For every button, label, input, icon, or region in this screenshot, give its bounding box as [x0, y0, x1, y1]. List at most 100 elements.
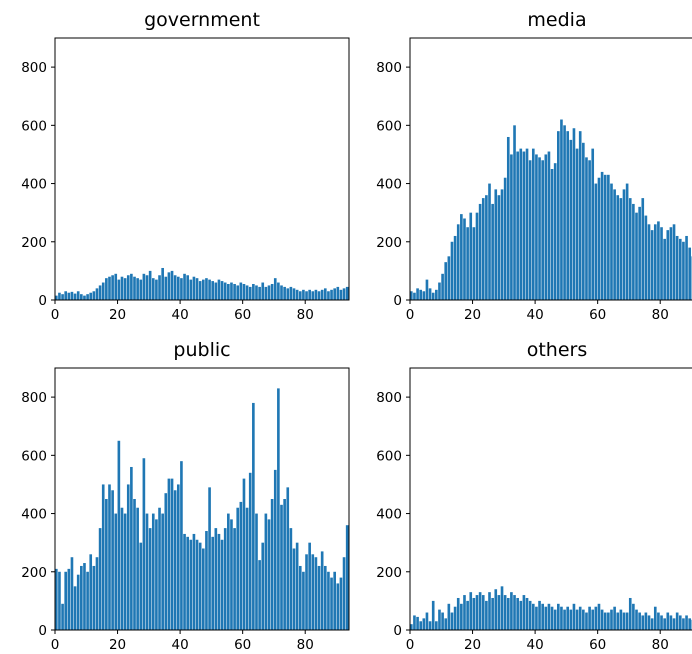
bar: [688, 618, 691, 630]
bar: [678, 238, 682, 300]
bar: [245, 507, 249, 630]
bar: [255, 285, 258, 300]
bar: [180, 461, 183, 630]
bar: [641, 198, 645, 300]
bar: [164, 276, 168, 300]
bar: [481, 198, 485, 300]
bar: [170, 270, 174, 300]
bar: [176, 484, 180, 630]
x-tick-label: 0: [51, 637, 60, 653]
bar: [531, 148, 535, 300]
bar: [525, 597, 529, 630]
bar: [289, 528, 293, 630]
bar: [114, 513, 118, 630]
bar: [267, 285, 271, 300]
bar: [666, 612, 670, 630]
bar: [211, 536, 215, 630]
bar: [682, 241, 685, 300]
bar: [317, 565, 321, 630]
bar: [547, 603, 551, 630]
bar: [217, 279, 221, 300]
bar: [435, 289, 438, 300]
axes-frame: [409, 367, 692, 631]
bar: [485, 600, 488, 630]
bar: [126, 484, 130, 630]
bar: [73, 586, 77, 630]
bar: [323, 288, 327, 300]
bar: [67, 568, 71, 630]
x-tick-label: 40: [172, 307, 189, 323]
bar: [503, 177, 507, 300]
bar: [616, 195, 620, 300]
bar: [336, 286, 340, 300]
bar: [460, 603, 463, 630]
bar: [582, 142, 585, 300]
bar: [585, 157, 588, 300]
x-tick-label: 60: [589, 637, 606, 653]
bar: [92, 291, 96, 300]
bar: [444, 262, 448, 300]
y-tick-label: 600: [21, 118, 47, 134]
bar: [541, 603, 544, 630]
bar: [86, 571, 89, 630]
bar: [569, 609, 573, 630]
bar: [120, 276, 124, 300]
bar: [220, 281, 224, 300]
bar: [463, 595, 466, 630]
bar: [472, 597, 476, 630]
bar: [320, 289, 324, 300]
bar: [575, 609, 579, 630]
bar: [239, 501, 243, 630]
bars-group: [410, 119, 692, 300]
x-tick-label: 0: [51, 307, 60, 323]
bar: [302, 289, 305, 300]
bar: [233, 283, 236, 300]
bar: [292, 548, 296, 630]
bar: [638, 612, 641, 630]
bar: [591, 609, 595, 630]
bar: [270, 499, 274, 630]
bar: [538, 157, 541, 300]
bar: [625, 183, 629, 300]
bar: [613, 606, 616, 630]
bar: [55, 568, 58, 630]
bar: [650, 230, 654, 300]
bar: [205, 531, 208, 630]
bar: [453, 235, 457, 300]
bar: [64, 571, 68, 630]
bar: [89, 554, 93, 630]
y-tick-label: 800: [21, 390, 47, 406]
bar: [628, 597, 632, 630]
bar: [273, 469, 277, 630]
bar: [339, 577, 343, 630]
bar: [513, 125, 516, 300]
bar: [155, 279, 158, 300]
bars-group: [55, 267, 349, 300]
bar: [553, 609, 557, 630]
bar: [466, 600, 469, 630]
bar: [438, 282, 441, 300]
bar: [597, 177, 601, 300]
bar: [101, 282, 105, 300]
bar: [531, 603, 535, 630]
bar: [513, 595, 516, 630]
bar: [675, 235, 679, 300]
bar: [628, 198, 632, 300]
bar: [447, 603, 451, 630]
bar: [447, 256, 451, 300]
y-axis: 0 200 400 600 800: [21, 390, 55, 639]
bar: [252, 402, 255, 630]
bar: [510, 154, 513, 300]
axes-frame: [409, 37, 692, 301]
bar: [635, 212, 638, 300]
bar: [600, 609, 604, 630]
x-tick-label: 80: [652, 307, 669, 323]
bar: [616, 612, 620, 630]
bar: [572, 603, 576, 630]
bar: [195, 539, 199, 630]
bar: [336, 583, 340, 630]
bar: [183, 273, 186, 300]
bar: [469, 212, 473, 300]
bar: [345, 525, 349, 630]
bar: [173, 275, 177, 300]
